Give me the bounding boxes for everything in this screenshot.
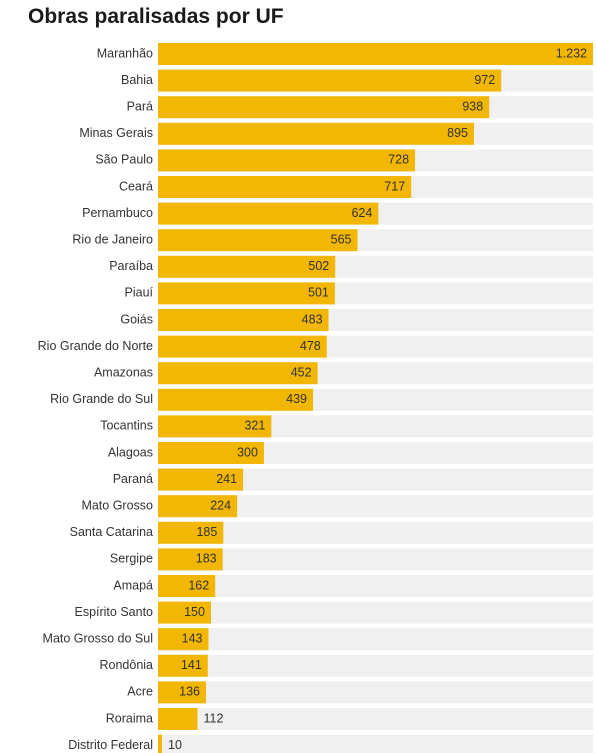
- value-label: 717: [384, 179, 405, 193]
- bar: [158, 575, 216, 597]
- bar: [158, 388, 314, 411]
- category-label: Maranhão: [97, 46, 153, 60]
- value-label: 141: [181, 658, 202, 672]
- bar: [158, 468, 244, 491]
- category-label: Pará: [127, 99, 153, 113]
- bar-track: [158, 601, 593, 624]
- value-label: 10: [168, 738, 182, 752]
- category-label: Minas Gerais: [79, 126, 153, 140]
- value-label: 624: [351, 206, 372, 220]
- value-label: 439: [286, 392, 307, 406]
- category-label: Piauí: [125, 286, 154, 300]
- value-label: 1.232: [556, 46, 587, 60]
- category-label: Sergipe: [110, 552, 153, 566]
- category-label: Roraima: [106, 711, 153, 725]
- bar-track: [158, 734, 593, 753]
- value-label: 241: [216, 472, 237, 486]
- bar-track: [158, 708, 593, 730]
- bar-track: [158, 495, 593, 518]
- category-label: Distrito Federal: [68, 738, 153, 752]
- value-label: 224: [210, 498, 231, 512]
- bar: [158, 708, 198, 730]
- value-label: 938: [462, 99, 483, 113]
- bar-track: [158, 521, 593, 544]
- bar: [158, 335, 327, 358]
- value-label: 501: [308, 286, 329, 300]
- value-label: 452: [291, 365, 312, 379]
- bar-track: [158, 681, 593, 704]
- chart-title: Obras paralisadas por UF: [28, 5, 284, 28]
- bar: [158, 362, 318, 385]
- bar: [158, 521, 224, 544]
- value-label: 136: [179, 685, 200, 699]
- bar-track: [158, 468, 593, 491]
- bar: [158, 495, 238, 518]
- value-label: 143: [182, 631, 203, 645]
- category-label: Amazonas: [94, 365, 153, 379]
- value-label: 183: [196, 552, 217, 566]
- bar-track: [158, 442, 593, 464]
- category-label: Rio Grande do Sul: [50, 392, 153, 406]
- value-label: 112: [204, 711, 224, 725]
- bar: [158, 442, 264, 464]
- category-label: Paraíba: [109, 259, 153, 273]
- bar: [158, 654, 208, 677]
- value-label: 321: [244, 419, 265, 433]
- bar: [158, 202, 379, 225]
- category-label: Rio de Janeiro: [72, 232, 153, 246]
- bar: [158, 69, 502, 92]
- category-label: Alagoas: [108, 445, 153, 459]
- bar: [158, 149, 416, 172]
- bar: [158, 43, 593, 65]
- category-label: Rondônia: [99, 658, 153, 672]
- bar: [158, 96, 490, 119]
- category-label: Acre: [127, 685, 153, 699]
- value-label: 150: [184, 605, 205, 619]
- bar: [158, 734, 162, 753]
- category-label: Mato Grosso do Sul: [43, 631, 153, 645]
- value-label: 162: [188, 578, 209, 592]
- category-label: São Paulo: [95, 153, 153, 167]
- bar: [158, 255, 336, 278]
- bar: [158, 681, 207, 704]
- value-label: 483: [302, 312, 323, 326]
- category-label: Rio Grande do Norte: [38, 339, 153, 353]
- category-label: Goiás: [120, 312, 153, 326]
- value-label: 300: [237, 445, 258, 459]
- value-label: 502: [308, 259, 329, 273]
- bar-track: [158, 628, 593, 651]
- bar: [158, 229, 358, 252]
- bar: [158, 309, 329, 331]
- bar: [158, 601, 211, 624]
- bar: [158, 548, 223, 571]
- category-label: Amapá: [113, 578, 153, 592]
- value-label: 972: [474, 73, 495, 87]
- value-label: 185: [196, 525, 217, 539]
- bar-track: [158, 548, 593, 571]
- bar: [158, 176, 412, 198]
- category-label: Ceará: [119, 179, 153, 193]
- bar: [158, 122, 475, 145]
- category-label: Mato Grosso: [81, 498, 153, 512]
- category-label: Espírito Santo: [74, 605, 153, 619]
- bar: [158, 282, 335, 305]
- category-label: Pernambuco: [82, 206, 153, 220]
- bar-track: [158, 654, 593, 677]
- bar-track: [158, 575, 593, 597]
- bar: [158, 628, 209, 651]
- bar: [158, 415, 272, 438]
- category-label: Paraná: [113, 472, 153, 486]
- value-label: 895: [447, 126, 468, 140]
- value-label: 728: [388, 153, 409, 167]
- value-label: 565: [331, 232, 352, 246]
- category-label: Bahia: [121, 73, 153, 87]
- category-label: Santa Catarina: [70, 525, 153, 539]
- category-label: Tocantins: [100, 419, 153, 433]
- value-label: 478: [300, 339, 321, 353]
